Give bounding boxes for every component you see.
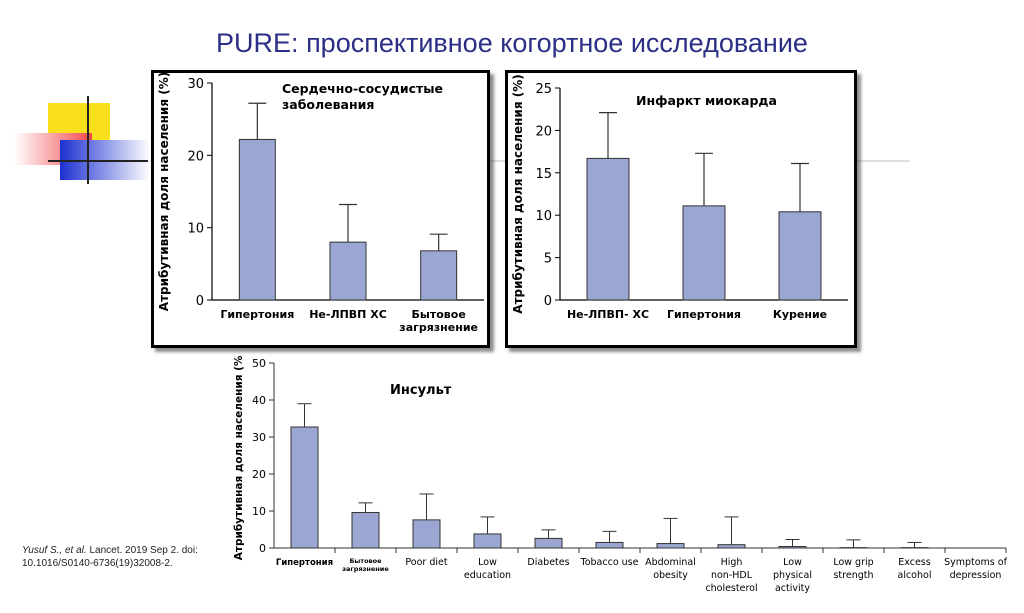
bar xyxy=(351,511,380,549)
x-category-label: Не-ЛПВП- ХС xyxy=(567,308,649,321)
x-category-label: obesity xyxy=(653,570,688,581)
citation-journal: Lancet. 2019 Sep 2. doi: xyxy=(89,545,198,556)
x-category-label: Low grip xyxy=(833,557,873,568)
bar xyxy=(717,544,746,549)
bar xyxy=(778,211,822,301)
x-category-label: Excess xyxy=(898,557,930,568)
bar xyxy=(329,241,367,301)
y-tick-label: 20 xyxy=(187,149,204,164)
y-tick-label: 20 xyxy=(535,124,552,139)
cvd-chart: 0 10 20 30 Атрибутивная доля населения (%) Се… xyxy=(157,72,484,334)
y-axis-label: Атрибутивная доля населения (%) xyxy=(157,73,171,311)
citation: Yusuf S., et al. Lancet. 2019 Sep 2. doi… xyxy=(22,544,222,570)
y-tick-label: 15 xyxy=(535,167,552,182)
y-tick-label: 0 xyxy=(544,294,552,309)
y-tick-label: 40 xyxy=(252,394,266,407)
y-axis-label: Атрибутивная доля населения (%) xyxy=(511,74,525,313)
chart-title: Сердечно-сосудистые xyxy=(282,81,443,96)
bar xyxy=(595,541,624,549)
mi-chart-panel: 0 5 10 15 20 25 Атрибутивная доля населения (%… xyxy=(505,70,857,348)
x-category-label: Low xyxy=(783,557,802,568)
x-category-label: Abdominal xyxy=(645,557,696,568)
y-tick-label: 5 xyxy=(544,252,552,267)
x-category-label: High xyxy=(721,557,743,568)
y-tick-label: 30 xyxy=(187,77,204,92)
x-category-label: Гипертония xyxy=(667,308,741,321)
stroke-chart: 0 10 20 30 40 50 Атрибутивная доля населения (… xyxy=(233,355,1008,594)
y-tick-label: 10 xyxy=(252,505,266,518)
x-category-label: Гипертония xyxy=(276,558,333,568)
x-category-label: Гипертония xyxy=(220,308,294,321)
x-category-label: Diabetes xyxy=(527,557,569,568)
slide-title: PURE: проспективное когортное исследован… xyxy=(216,28,808,58)
y-tick-label: 0 xyxy=(259,542,266,555)
x-category-label: загрязнение xyxy=(399,321,478,334)
bar xyxy=(473,533,502,549)
x-category-label: strength xyxy=(833,570,873,581)
bar xyxy=(586,157,630,301)
citation-authors: Yusuf S., et al. xyxy=(22,545,87,556)
x-category-label: Low xyxy=(478,557,497,568)
x-category-label: Symptoms of xyxy=(944,557,1008,568)
deco-horizontal-line xyxy=(48,160,148,162)
bar xyxy=(778,546,807,549)
x-category-label: non-HDL xyxy=(711,570,753,581)
x-category-label: physical xyxy=(773,570,812,581)
x-category-label: Tobacco use xyxy=(580,557,639,568)
bar xyxy=(412,519,441,549)
x-category-label: activity xyxy=(775,583,810,594)
y-tick-label: 0 xyxy=(196,294,204,309)
bar xyxy=(238,138,276,301)
y-tick-label: 30 xyxy=(252,431,266,444)
x-category-label: загрязнение xyxy=(342,565,389,573)
x-category-label: Курение xyxy=(773,308,827,321)
x-category-label: Бытовое xyxy=(349,557,382,565)
chart-title: Инфаркт миокарда xyxy=(636,93,777,108)
deco-vertical-line xyxy=(87,96,89,184)
bar xyxy=(656,543,685,549)
y-tick-label: 25 xyxy=(535,82,552,97)
y-tick-label: 10 xyxy=(535,209,552,224)
chart-title: заболевания xyxy=(282,97,374,112)
y-axis-label: Атрибутивная доля населения (%) xyxy=(233,355,245,560)
x-category-label: cholesterol xyxy=(705,583,757,594)
chart-title: Инсульт xyxy=(390,383,452,398)
x-category-label: education xyxy=(464,570,511,581)
x-category-label: Poor diet xyxy=(405,557,447,568)
cvd-chart-panel: 0 10 20 30 Атрибутивная доля населения (%) Се… xyxy=(151,70,490,348)
bar xyxy=(682,205,726,301)
x-category-label: alcohol xyxy=(898,570,932,581)
bar xyxy=(420,250,458,301)
citation-doi: 10.1016/S0140-6736(19)32008-2. xyxy=(22,558,173,569)
y-tick-label: 50 xyxy=(252,357,266,370)
x-category-label: Бытовое xyxy=(412,308,466,321)
y-tick-label: 20 xyxy=(252,468,266,481)
bar xyxy=(290,426,319,549)
mi-chart: 0 5 10 15 20 25 Атрибутивная доля населения (%… xyxy=(511,74,848,321)
y-tick-label: 10 xyxy=(187,222,204,237)
bar xyxy=(534,537,563,549)
x-category-label: depression xyxy=(950,570,1002,581)
x-category-label: Не-ЛПВП ХС xyxy=(309,308,387,321)
